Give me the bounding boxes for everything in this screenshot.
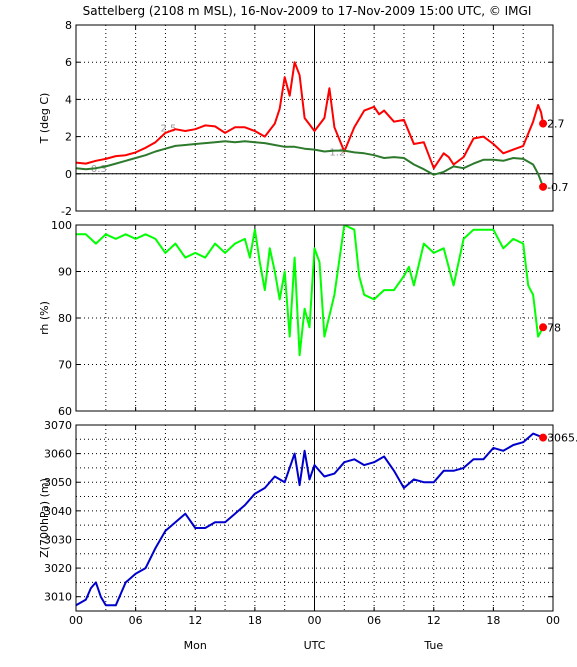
series-line-1	[76, 225, 544, 357]
endpoint-value-label: -0.7	[547, 181, 568, 194]
endpoint-value-label: 3065.6	[547, 432, 577, 445]
y-tick-label: 2	[65, 131, 72, 144]
series-line-2	[76, 140, 545, 188]
panel-1: 2.5 0.3 1.2 2.7 -0.7 -2 0 2 4 6 8 T (deg C)	[38, 19, 569, 218]
y-tick-label: 3060	[44, 448, 72, 461]
endpoint-value-label: 2.7	[547, 118, 565, 131]
panel-3: 3065.6 3010 3020 3030 3040 3050 3060 3070 Z(700h…	[38, 419, 577, 652]
x-tick-label: 06	[129, 614, 143, 627]
x-tick-label: 18	[248, 614, 262, 627]
y-tick-label: 0	[65, 168, 72, 181]
faint-value-label: 0.3	[91, 164, 107, 175]
y-tick-label: 8	[65, 19, 72, 32]
y-tick-label: 3070	[44, 419, 72, 432]
x-tick-label: 00	[546, 614, 560, 627]
series-line-1	[76, 432, 544, 607]
y-tick-label: 70	[58, 359, 72, 372]
endpoint-marker	[539, 323, 548, 332]
y-tick-label: 3040	[44, 505, 72, 518]
y-tick-label: 3020	[44, 562, 72, 575]
y-tick-label: 3050	[44, 476, 72, 489]
x-tick-label: 06	[367, 614, 381, 627]
y-tick-label: 60	[58, 405, 72, 418]
y-axis-label: rh (%)	[38, 301, 51, 335]
endpoint-marker	[539, 433, 548, 442]
y-axis-label: Z(700hPa) (m)	[38, 478, 51, 558]
y-tick-label: 3010	[44, 591, 72, 604]
x-tick-label: 00	[69, 614, 83, 627]
y-tick-label: 80	[58, 312, 72, 325]
panel-2: 78 60 70 80 90 100 rh (%)	[38, 219, 561, 418]
x-tick-label: 18	[486, 614, 500, 627]
y-tick-label: 4	[65, 93, 72, 106]
day-label: Tue	[423, 639, 443, 652]
faint-value-label: 1.2	[329, 147, 345, 158]
endpoint-marker	[539, 182, 548, 191]
x-tick-label: 12	[188, 614, 202, 627]
x-tick-label: 00	[308, 614, 322, 627]
y-tick-label: 3030	[44, 533, 72, 546]
y-tick-label: 90	[58, 266, 72, 279]
y-axis-label: T (deg C)	[38, 93, 51, 145]
y-tick-label: 6	[65, 56, 72, 69]
day-label: Mon	[184, 639, 207, 652]
endpoint-value-label: 78	[547, 321, 561, 334]
y-tick-label: -2	[61, 205, 72, 218]
day-label: UTC	[304, 639, 326, 652]
figure-title: Sattelberg (2108 m MSL), 16-Nov-2009 to …	[83, 4, 532, 18]
x-tick-label: 12	[427, 614, 441, 627]
series-line-1	[76, 61, 545, 170]
y-tick-label: 100	[51, 219, 72, 232]
faint-value-label: 2.5	[160, 123, 176, 134]
endpoint-marker	[539, 119, 548, 128]
